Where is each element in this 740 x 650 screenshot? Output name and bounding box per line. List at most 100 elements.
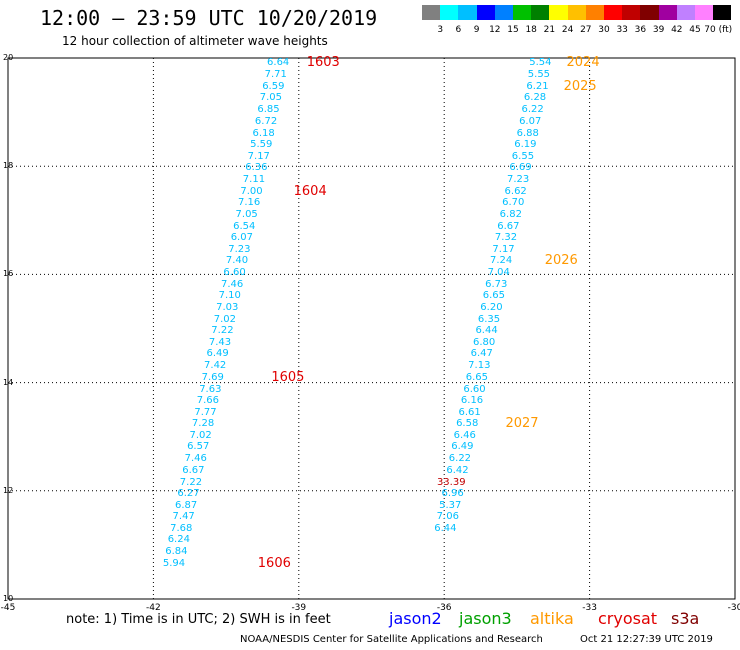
lat-tick-label: 16 [3,269,14,279]
scale-label: 15 [507,25,519,35]
wave-height-value: 6.22 [521,104,544,116]
scale-swatch [422,5,441,20]
scale-label: 39 [652,25,665,35]
wave-height-value: 7.66 [196,394,220,406]
wave-height-value: 6.85 [257,104,280,116]
pass-label: 1606 [257,555,291,571]
wave-height-value: 6.69 [509,162,532,174]
scale-label: 21 [543,25,556,35]
wave-height-value: 6.73 [485,278,508,290]
wave-height-value: 7.46 [184,453,207,465]
scale-label: 6 [455,25,462,35]
wave-height-value: 6.49 [451,441,474,453]
wave-height-value: 5.54 [529,57,552,69]
scale-swatch [676,5,695,20]
scale-label: 36 [634,25,647,35]
wave-height-value: 6.62 [504,185,527,197]
wave-height-value: 7.71 [264,69,287,81]
wave-height-value: 6.72 [254,115,278,127]
wave-height-value: 7.13 [468,360,491,372]
legend-jason3: jason3 [459,609,512,628]
wave-height-value: 6.67 [497,220,520,232]
pass-label: 1605 [271,369,305,385]
credit-text: NOAA/NESDIS Center for Satellite Applica… [240,634,543,645]
scale-swatch [531,5,550,20]
wave-height-value: 6.18 [252,127,275,139]
wave-height-value: 6.65 [465,371,489,383]
wave-height-value: 7.06 [436,511,459,523]
wave-height-value: 5.94 [162,557,186,569]
map-title: 12:00 – 23:59 UTC 10/20/2019 [40,6,378,30]
scale-swatch [622,5,641,20]
wave-height-value: 7.05 [259,92,283,104]
scale-swatch [658,5,677,20]
wave-height-value: 6.20 [480,301,503,313]
scale-label: 9 [473,25,480,35]
scale-swatch [549,5,568,20]
wave-height-value: 6.88 [516,127,539,139]
scale-swatch [640,5,659,20]
lon-tick-label: -36 [436,603,452,613]
map-frame [7,57,736,600]
wave-height-value: 6.67 [182,464,205,476]
scale-swatch [458,5,477,20]
legend-s3a: s3a [671,609,700,628]
wave-height-value: 7.02 [213,313,236,325]
lat-tick-label: 12 [3,485,14,495]
timestamp-text: Oct 21 12:27:39 UTC 2019 [580,634,713,645]
pass-label: 2026 [544,253,578,269]
wave-height-value: 7.43 [208,337,232,349]
wave-height-value: 6.65 [482,290,505,302]
scale-swatch [695,5,714,20]
lon-tick-label: -30 [727,603,740,613]
scale-label: 3 [437,25,444,35]
scale-label: 70 (ft) [704,25,733,35]
wave-height-value: 6.59 [262,81,285,93]
wave-height-value: 5.37 [439,499,462,511]
scale-label: 45 [689,25,701,35]
wave-height-value: 7.22 [211,325,234,337]
scale-swatch [567,5,586,20]
wave-height-value: 7.32 [494,232,518,244]
wave-height-value: 6.44 [475,325,498,337]
legend-altika: altika [530,609,574,628]
wave-height-value: 6.87 [174,499,198,511]
wave-height-value: 7.69 [201,371,224,383]
scale-label: 24 [561,25,574,35]
wave-height-value: 6.19 [514,139,537,151]
wave-height-value: 7.77 [194,406,217,418]
scale-swatch [513,5,532,20]
wave-height-value: 6.57 [187,441,210,453]
pass-label: 2024 [566,55,600,71]
wave-height-value: 7.46 [221,278,244,290]
wave-height-value: 7.68 [170,523,193,535]
wave-height-value: 6.58 [456,418,479,430]
wave-height-value: 6.70 [502,197,525,209]
wave-height-value: 6.42 [446,464,469,476]
scale-label: 30 [598,25,610,35]
map-subtitle: 12 hour collection of altimeter wave hei… [62,34,328,48]
wave-height-value: 7.03 [216,301,239,313]
scale-swatch [440,5,459,20]
wave-height-value: 7.22 [179,476,203,488]
legend-jason2: jason2 [389,609,442,628]
wave-height-value: 7.17 [247,150,270,162]
wave-height-value: 6.80 [473,337,496,349]
scale-swatch [476,5,495,20]
wave-height-value: 7.42 [204,360,227,372]
scale-swatch [604,5,623,20]
scale-label: 12 [489,25,501,35]
wave-height-value: 6.61 [458,406,481,418]
wave-height-value: 6.49 [206,348,229,360]
wave-height-value: 7.24 [489,255,513,267]
wave-height-value: 6.55 [511,150,535,162]
lat-tick-label: 10 [3,594,14,603]
pass-label: 1604 [293,183,327,199]
wave-height-value: 5.55 [527,69,551,81]
wave-height-value: 6.60 [223,267,246,279]
wave-height-value: 6.60 [463,383,486,395]
wave-height-value: 7.02 [189,430,212,442]
wave-height-value: 6.36 [245,162,268,174]
wave-height-value: 7.05 [235,208,258,220]
